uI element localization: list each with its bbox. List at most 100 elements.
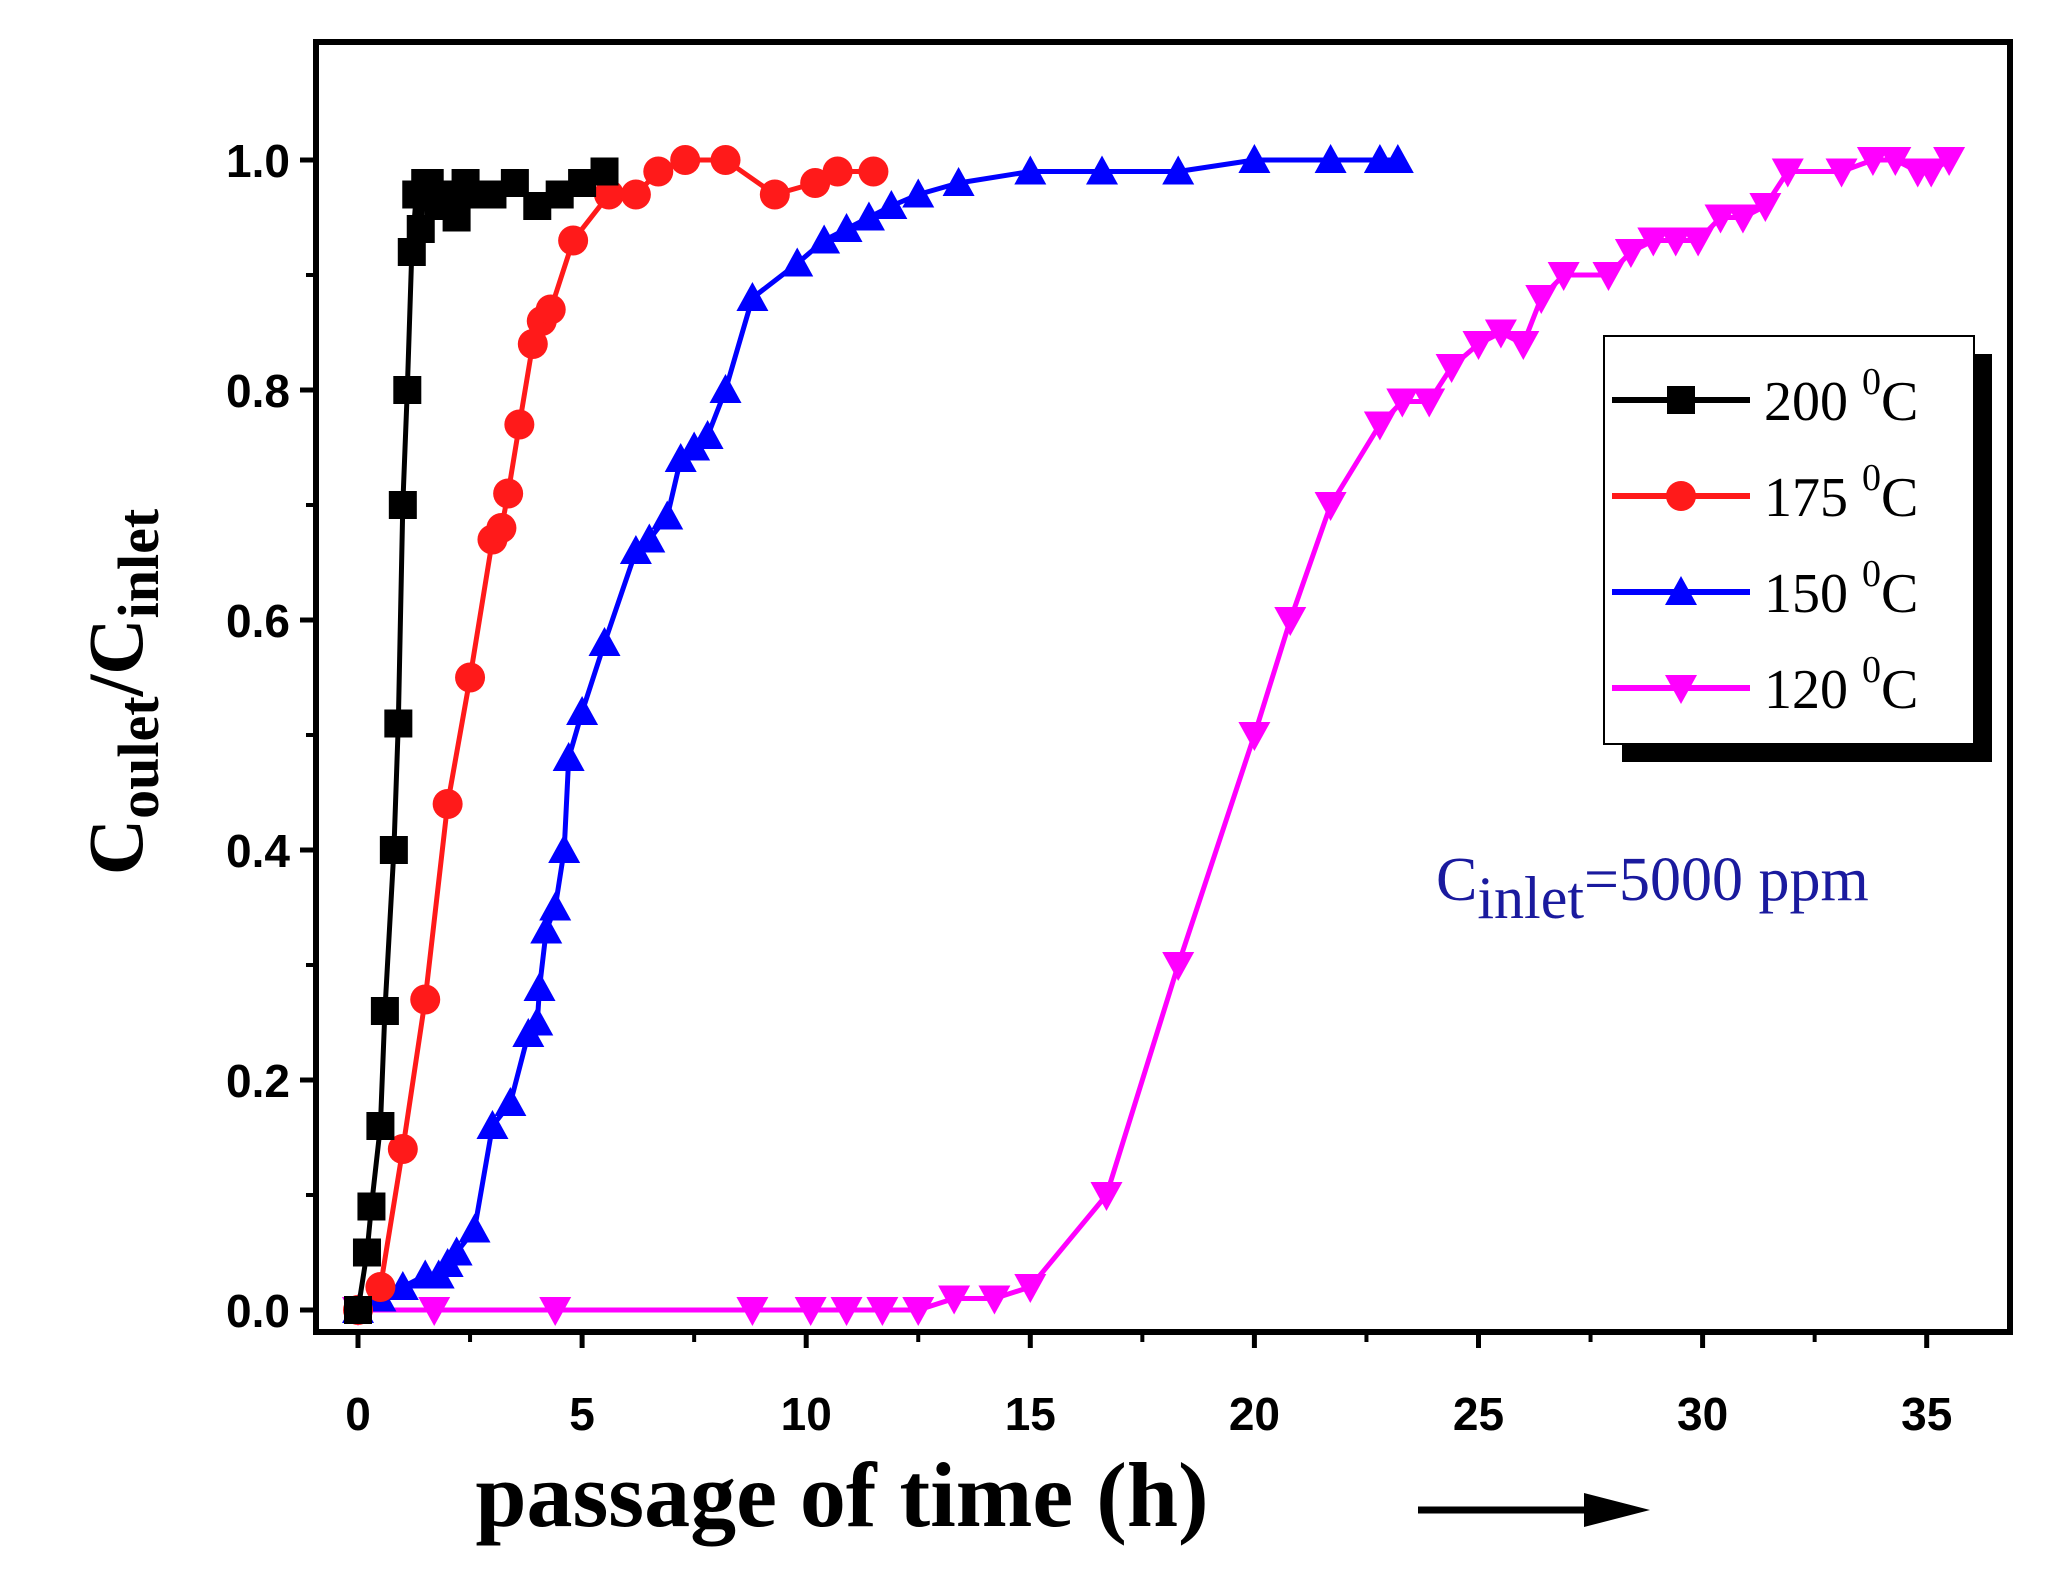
y-tick-label: 0.6 <box>226 595 290 647</box>
annotation-rest: =5000 ppm <box>1584 846 1869 914</box>
y-tick-label: 0.4 <box>226 825 290 877</box>
data-point-175 <box>455 662 486 693</box>
data-point-120 <box>1825 158 1858 188</box>
data-point-120 <box>1704 204 1737 234</box>
data-point-200 <box>590 157 619 186</box>
x-tick-label: 10 <box>781 1388 832 1440</box>
data-point-175 <box>759 179 790 210</box>
y-axis-title: Coulet/Cinlet <box>72 508 171 875</box>
data-point-150 <box>588 627 621 656</box>
data-point-150 <box>633 523 666 553</box>
x-tick-label: 30 <box>1677 1388 1728 1440</box>
legend-marker <box>1667 386 1695 414</box>
data-point-150 <box>566 696 599 725</box>
x-tick-label: 20 <box>1229 1388 1280 1440</box>
data-point-175 <box>800 168 831 198</box>
x-tick-label: 0 <box>345 1388 371 1440</box>
series-175 <box>343 145 889 1325</box>
data-point-150 <box>1238 144 1271 173</box>
series-line-175 <box>356 157 874 1312</box>
data-point-120 <box>1915 158 1948 188</box>
data-point-150 <box>539 891 572 921</box>
data-point-150 <box>440 1236 473 1266</box>
y-tick-label: 1.0 <box>226 135 290 187</box>
data-point-200 <box>366 1112 395 1140</box>
data-point-120 <box>1933 147 1966 176</box>
legend: 200 0C 175 0C 150 0C 120 0C <box>1603 335 1992 762</box>
data-point-150 <box>808 224 841 254</box>
data-point-120 <box>1274 607 1307 636</box>
time-arrow-head <box>1584 1493 1650 1527</box>
legend-marker <box>1666 481 1696 511</box>
data-point-175 <box>517 329 548 359</box>
data-point-120 <box>1090 1182 1123 1211</box>
x-tick-label: 25 <box>1453 1388 1504 1440</box>
data-point-120 <box>1435 354 1468 383</box>
y-axis-title-base: C <box>72 819 159 875</box>
data-point-175 <box>710 145 741 175</box>
data-point-175 <box>365 1272 396 1302</box>
data-point-200 <box>379 836 408 864</box>
series-line-150 <box>356 157 1398 1313</box>
data-point-175 <box>558 225 589 256</box>
data-point-120 <box>1749 193 1782 222</box>
data-point-120 <box>1314 492 1347 521</box>
data-point-150 <box>476 1110 509 1139</box>
inlet-concentration-annotation: Cinlet=5000 ppm <box>1436 846 1869 931</box>
data-point-150 <box>852 201 885 231</box>
y-axis-title-base2: C <box>72 618 159 674</box>
data-point-200 <box>352 1238 381 1267</box>
data-point-150 <box>736 282 769 311</box>
data-point-120 <box>1386 388 1419 418</box>
data-point-200 <box>357 1192 386 1221</box>
x-axis-title: passage of time (h) <box>475 1444 1208 1546</box>
data-point-200 <box>388 491 417 519</box>
plot-frame <box>313 39 2013 1335</box>
data-point-120 <box>830 1297 863 1326</box>
data-point-150 <box>875 190 908 219</box>
data-point-120 <box>1726 204 1759 234</box>
legend-label: 120 0C <box>1764 649 1918 721</box>
data-point-150 <box>552 742 585 771</box>
data-point-150 <box>521 1006 554 1036</box>
data-point-120 <box>1507 331 1540 360</box>
data-point-120 <box>736 1297 769 1326</box>
data-point-175 <box>858 156 889 187</box>
legend-label: 200 0C <box>1764 361 1918 433</box>
series-200 <box>344 157 619 1324</box>
data-point-175 <box>670 145 701 175</box>
data-point-150 <box>523 972 556 1001</box>
data-point-120 <box>1879 147 1912 176</box>
y-tick-label: 0.8 <box>226 365 290 417</box>
data-point-150 <box>1086 155 1119 185</box>
data-point-120 <box>1413 388 1446 418</box>
y-axis-title-slash: / <box>72 673 159 697</box>
data-point-175 <box>410 984 441 1015</box>
data-point-120 <box>1014 1274 1047 1303</box>
data-point-175 <box>620 179 651 210</box>
data-point-200 <box>344 1296 372 1324</box>
legend-label: 175 0C <box>1764 457 1918 529</box>
x-tick-label: 35 <box>1901 1388 1952 1440</box>
data-point-120 <box>1484 319 1517 349</box>
data-point-120 <box>1525 285 1558 314</box>
data-point-175 <box>822 156 853 187</box>
data-point-120 <box>866 1297 899 1326</box>
data-point-150 <box>1381 144 1414 173</box>
data-point-120 <box>794 1297 827 1326</box>
data-point-200 <box>370 997 399 1025</box>
data-point-150 <box>830 213 863 242</box>
data-point-150 <box>1014 155 1047 185</box>
y-tick-label: 0.2 <box>226 1055 290 1107</box>
data-point-175 <box>432 789 463 819</box>
data-point-120 <box>1659 227 1692 257</box>
data-point-200 <box>393 376 422 404</box>
data-point-120 <box>1363 411 1396 441</box>
data-point-150 <box>494 1087 527 1116</box>
data-point-150 <box>386 1271 419 1300</box>
data-point-150 <box>1314 144 1347 173</box>
y-tick-label: 0.0 <box>226 1285 290 1337</box>
data-point-200 <box>384 709 413 738</box>
data-point-120 <box>1238 722 1271 751</box>
